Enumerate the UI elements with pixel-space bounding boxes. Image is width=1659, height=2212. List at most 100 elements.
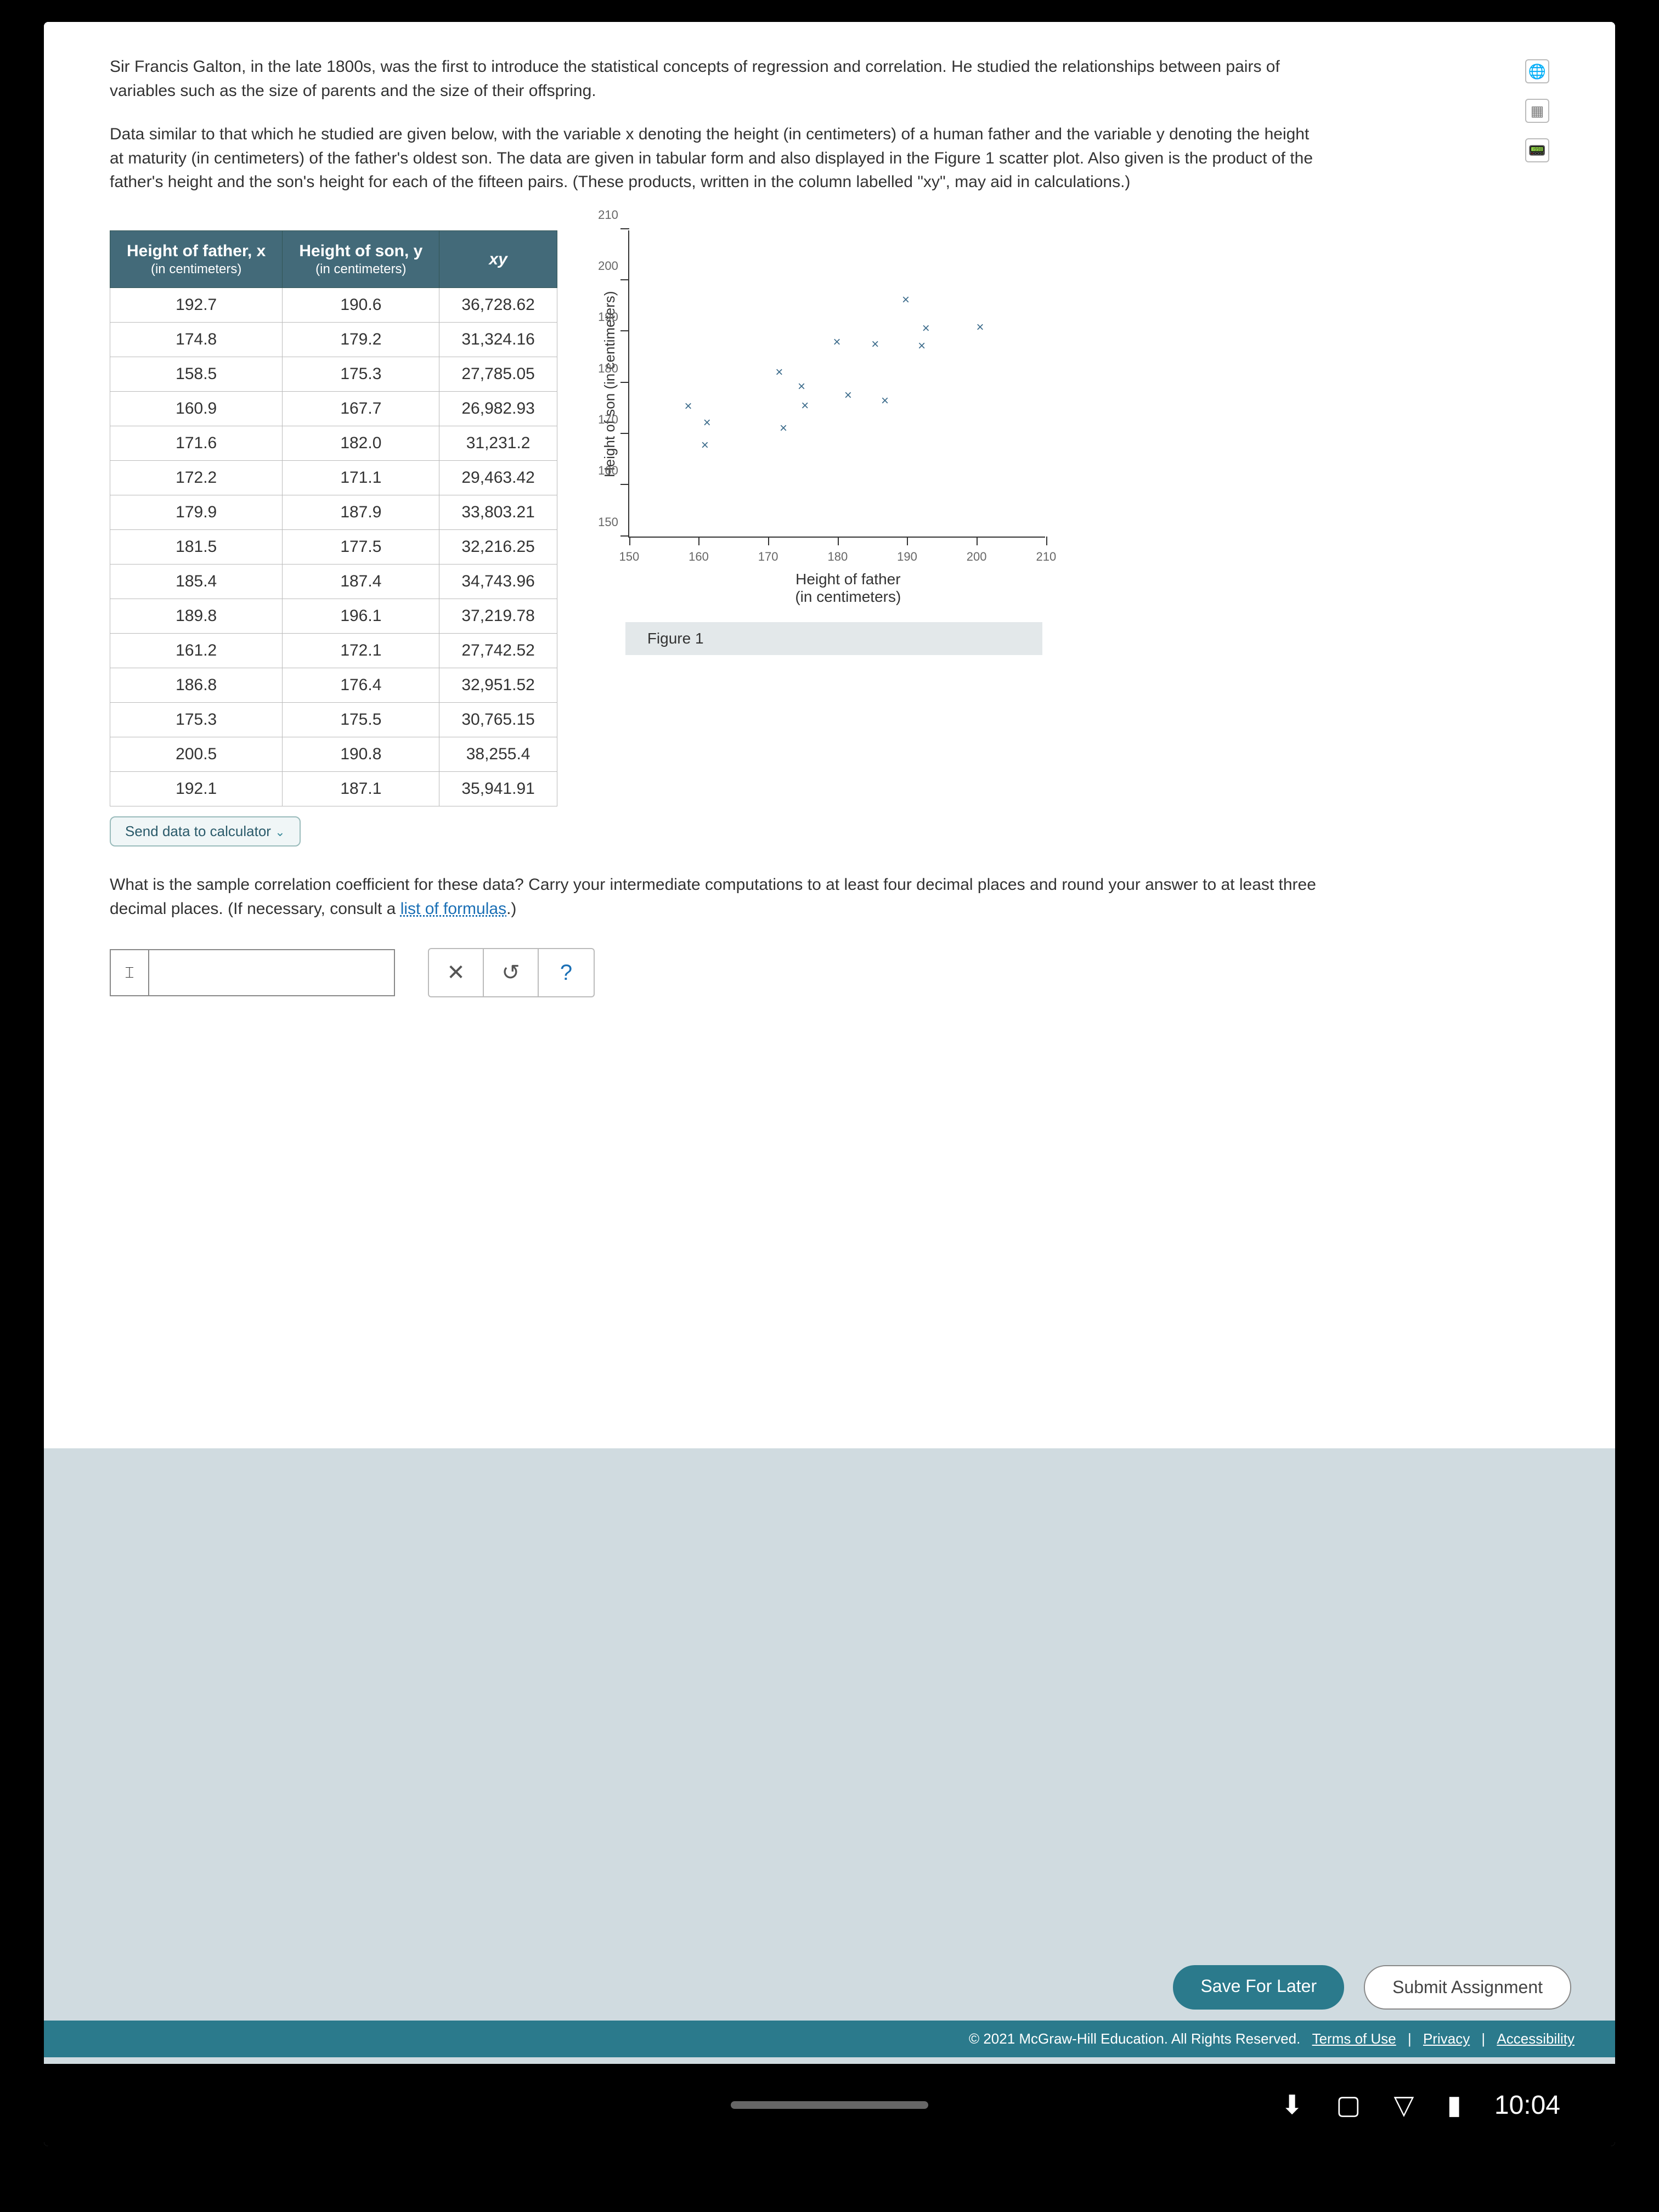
table-cell: 200.5 — [110, 737, 283, 772]
table-row: 160.9167.726,982.93 — [110, 392, 557, 426]
table-row: 174.8179.231,324.16 — [110, 323, 557, 357]
table-cell: 158.5 — [110, 357, 283, 392]
table-cell: 192.1 — [110, 772, 283, 806]
footer: Save For Later Submit Assignment © 2021 … — [44, 1938, 1615, 2047]
table-row: 158.5175.327,785.05 — [110, 357, 557, 392]
table-cell: 190.8 — [283, 737, 439, 772]
scatter-point: × — [881, 397, 889, 405]
scatter-point: × — [798, 383, 805, 391]
scatter-point: × — [775, 369, 783, 376]
answer-input[interactable] — [149, 950, 394, 995]
table-row: 192.7190.636,728.62 — [110, 288, 557, 323]
table-cell: 187.4 — [283, 565, 439, 599]
clock: 10:04 — [1494, 2090, 1560, 2120]
chevron-down-icon: ⌄ — [275, 825, 285, 839]
table-row: 172.2171.129,463.42 — [110, 461, 557, 495]
col-header-y: Height of son, y(in centimeters) — [283, 230, 439, 288]
terms-link[interactable]: Terms of Use — [1312, 2030, 1396, 2047]
table-row: 200.5190.838,255.4 — [110, 737, 557, 772]
screenshot-icon[interactable]: ▢ — [1336, 2090, 1361, 2120]
table-row: 181.5177.532,216.25 — [110, 530, 557, 565]
question-text: What is the sample correlation coefficie… — [110, 873, 1372, 921]
table-cell: 196.1 — [283, 599, 439, 634]
table-cell: 32,951.52 — [439, 668, 557, 703]
calc-icon[interactable]: 📟 — [1525, 138, 1549, 162]
scatter-point: × — [976, 324, 984, 331]
scatter-point: × — [833, 338, 841, 346]
figure-caption: Figure 1 — [625, 622, 1042, 655]
table-row: 161.2172.127,742.52 — [110, 634, 557, 668]
chart-y-label: Height of son (in centimeters) — [601, 230, 618, 538]
battery-icon: ▮ — [1447, 2090, 1461, 2120]
nav-pill — [731, 2101, 928, 2109]
table-cell: 179.2 — [283, 323, 439, 357]
data-table-wrap: Height of father, x(in centimeters) Heig… — [110, 230, 557, 847]
table-cell: 192.7 — [110, 288, 283, 323]
table-cell: 30,765.15 — [439, 703, 557, 737]
wifi-icon: ▽ — [1394, 2090, 1414, 2120]
table-cell: 27,742.52 — [439, 634, 557, 668]
table-cell: 172.1 — [283, 634, 439, 668]
table-row: 171.6182.031,231.2 — [110, 426, 557, 461]
scatter-point: × — [703, 419, 711, 427]
chart-axes: 1501601701801902002101501601701801902002… — [628, 230, 1045, 538]
table-cell: 185.4 — [110, 565, 283, 599]
table-cell: 187.9 — [283, 495, 439, 530]
table-cell: 177.5 — [283, 530, 439, 565]
tablet-screen: Sir Francis Galton, in the late 1800s, w… — [44, 22, 1615, 2146]
chart-x-label: Height of father (in centimeters) — [601, 571, 1095, 606]
table-row: 185.4187.434,743.96 — [110, 565, 557, 599]
table-cell: 176.4 — [283, 668, 439, 703]
scatter-point: × — [871, 341, 879, 348]
scatter-point: × — [844, 392, 852, 399]
table-cell: 186.8 — [110, 668, 283, 703]
privacy-link[interactable]: Privacy — [1423, 2030, 1470, 2047]
reset-button[interactable]: ↺ — [484, 949, 539, 996]
table-row: 189.8196.137,219.78 — [110, 599, 557, 634]
table-cell: 34,743.96 — [439, 565, 557, 599]
table-cell: 175.5 — [283, 703, 439, 737]
accessibility-link[interactable]: Accessibility — [1497, 2030, 1575, 2047]
table-cell: 172.2 — [110, 461, 283, 495]
problem-content: Sir Francis Galton, in the late 1800s, w… — [44, 22, 1615, 1448]
help-button[interactable]: ? — [539, 949, 594, 996]
table-cell: 27,785.05 — [439, 357, 557, 392]
scatter-point: × — [801, 402, 809, 410]
table-cell: 26,982.93 — [439, 392, 557, 426]
table-cell: 187.1 — [283, 772, 439, 806]
table-cell: 38,255.4 — [439, 737, 557, 772]
table-cell: 35,941.91 — [439, 772, 557, 806]
table-row: 175.3175.530,765.15 — [110, 703, 557, 737]
col-header-xy: xy — [439, 230, 557, 288]
table-cell: 31,324.16 — [439, 323, 557, 357]
col-header-x: Height of father, x(in centimeters) — [110, 230, 283, 288]
save-for-later-button[interactable]: Save For Later — [1173, 1965, 1344, 2010]
table-cell: 33,803.21 — [439, 495, 557, 530]
download-icon[interactable]: ⬇ — [1281, 2090, 1303, 2120]
intro-paragraph-1: Sir Francis Galton, in the late 1800s, w… — [110, 55, 1317, 103]
table-cell: 32,216.25 — [439, 530, 557, 565]
table-cell: 31,231.2 — [439, 426, 557, 461]
table-cell: 181.5 — [110, 530, 283, 565]
table-cell: 37,219.78 — [439, 599, 557, 634]
notes-icon[interactable]: ▦ — [1525, 99, 1549, 123]
table-cell: 29,463.42 — [439, 461, 557, 495]
copyright-bar: © 2021 McGraw-Hill Education. All Rights… — [44, 2021, 1615, 2057]
submit-assignment-button[interactable]: Submit Assignment — [1364, 1965, 1571, 2010]
table-cell: 167.7 — [283, 392, 439, 426]
send-to-calculator-button[interactable]: Send data to calculator ⌄ — [110, 816, 301, 847]
table-row: 186.8176.432,951.52 — [110, 668, 557, 703]
clear-button[interactable]: ✕ — [429, 949, 484, 996]
android-status-bar: ⬇ ▢ ▽ ▮ 10:04 — [44, 2064, 1615, 2146]
table-row: 179.9187.933,803.21 — [110, 495, 557, 530]
espanol-icon[interactable]: 🌐 — [1525, 59, 1549, 83]
data-table: Height of father, x(in centimeters) Heig… — [110, 230, 557, 807]
intro-paragraph-2: Data similar to that which he studied ar… — [110, 122, 1317, 194]
scatter-point: × — [684, 403, 692, 410]
table-cell: 190.6 — [283, 288, 439, 323]
table-row: 192.1187.135,941.91 — [110, 772, 557, 806]
table-cell: 179.9 — [110, 495, 283, 530]
formulas-link[interactable]: list of formulas — [400, 900, 506, 918]
table-cell: 175.3 — [283, 357, 439, 392]
table-cell: 174.8 — [110, 323, 283, 357]
